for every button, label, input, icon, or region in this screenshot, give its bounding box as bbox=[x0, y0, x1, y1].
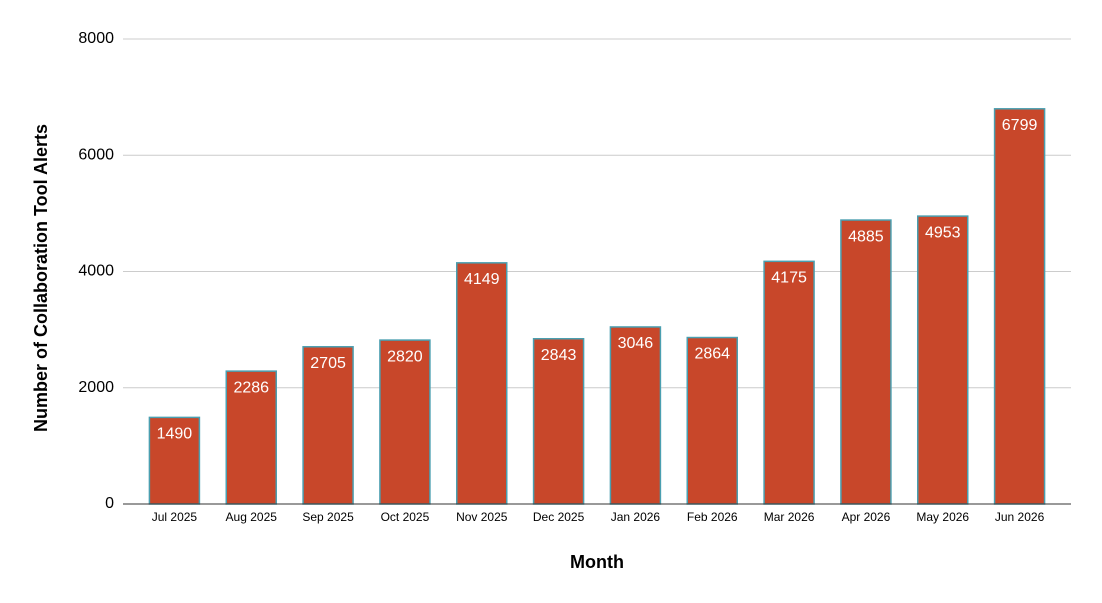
y-tick-label: 2000 bbox=[78, 379, 114, 396]
bar bbox=[993, 108, 1046, 505]
x-tick-label: Dec 2025 bbox=[533, 510, 585, 524]
x-tick-label: Apr 2026 bbox=[842, 510, 891, 524]
bar bbox=[840, 219, 892, 505]
y-tick-label: 6000 bbox=[78, 146, 114, 163]
x-tick-label: Aug 2025 bbox=[226, 510, 278, 524]
x-tick-label: Oct 2025 bbox=[381, 510, 430, 524]
y-tick-label: 0 bbox=[105, 495, 114, 512]
value-label: 6799 bbox=[1002, 117, 1038, 134]
x-tick-label: Nov 2025 bbox=[456, 510, 508, 524]
x-tick-label: Jul 2025 bbox=[152, 510, 198, 524]
x-tick-label: Mar 2026 bbox=[764, 510, 815, 524]
bar bbox=[456, 262, 508, 505]
bar bbox=[379, 339, 431, 505]
bar bbox=[609, 326, 662, 505]
x-tick-label: Jun 2026 bbox=[995, 510, 1045, 524]
value-label: 2843 bbox=[541, 347, 577, 364]
value-label: 2286 bbox=[233, 379, 269, 396]
x-axis-title: Month bbox=[570, 552, 624, 572]
x-tick-label: Sep 2025 bbox=[302, 510, 354, 524]
value-label: 2705 bbox=[310, 355, 346, 372]
bar bbox=[302, 346, 354, 505]
bar bbox=[763, 260, 815, 505]
bar bbox=[148, 416, 201, 505]
value-label: 2820 bbox=[387, 348, 423, 365]
y-tick-label: 4000 bbox=[78, 263, 114, 280]
value-label: 2864 bbox=[694, 346, 730, 363]
x-tick-label: Jan 2026 bbox=[611, 510, 661, 524]
x-tick-label: May 2026 bbox=[916, 510, 969, 524]
x-tick-label: Feb 2026 bbox=[687, 510, 738, 524]
bar bbox=[917, 215, 969, 505]
bar bbox=[532, 338, 585, 505]
value-label: 4175 bbox=[771, 270, 807, 287]
value-label: 1490 bbox=[157, 426, 193, 443]
value-label: 4149 bbox=[464, 271, 500, 288]
y-axis-title: Number of Collaboration Tool Alerts bbox=[31, 124, 51, 432]
y-tick-label: 8000 bbox=[78, 30, 114, 47]
value-label: 4953 bbox=[925, 224, 961, 241]
value-label: 4885 bbox=[848, 228, 884, 245]
bar bbox=[686, 336, 738, 505]
value-label: 3046 bbox=[618, 335, 654, 352]
